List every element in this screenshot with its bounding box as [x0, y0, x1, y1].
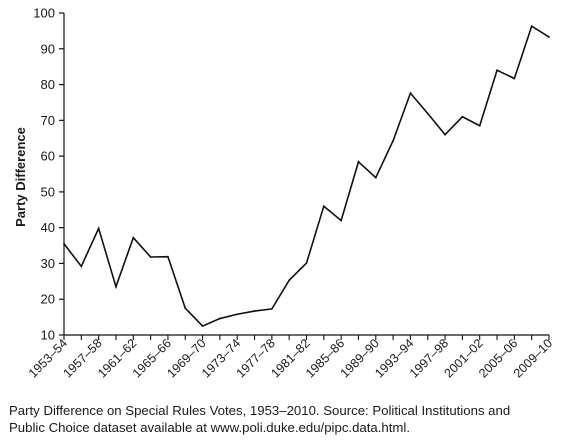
data-point: [357, 160, 360, 163]
data-point: [80, 265, 83, 268]
y-tick-label: 70: [41, 113, 55, 128]
y-tick-label: 50: [41, 184, 55, 199]
data-point: [340, 219, 343, 222]
data-point: [444, 133, 446, 136]
data-point: [115, 285, 117, 288]
y-tick-label: 30: [41, 256, 55, 271]
y-tick-label: 90: [41, 41, 55, 56]
data-point: [530, 25, 533, 28]
y-axis-ticks: 10 20 30 40 50 60 70 80 90 100: [33, 6, 64, 343]
caption-line-2: Public Choice dataset available at www.p…: [9, 420, 410, 435]
data-point: [496, 69, 498, 72]
y-tick-label: 40: [41, 220, 55, 235]
data-point: [288, 279, 291, 282]
y-tick-label: 20: [41, 292, 55, 307]
data-point: [548, 36, 550, 38]
data-point: [305, 262, 308, 264]
data-point: [167, 255, 169, 258]
data-point: [218, 317, 221, 320]
data-point: [392, 139, 395, 142]
data-point: [236, 313, 239, 316]
data-point: [409, 92, 412, 95]
series-line-group: [63, 25, 550, 328]
x-tick-label: 2009–10: [511, 336, 555, 380]
axes: [63, 13, 549, 336]
y-tick-label: 100: [33, 6, 55, 21]
data-point: [63, 242, 65, 245]
y-tick-label: 10: [41, 328, 55, 343]
data-point: [253, 310, 256, 312]
data-point: [478, 124, 481, 127]
data-point: [184, 307, 187, 310]
data-point: [374, 176, 377, 179]
caption-line-1: Party Difference on Special Rules Votes,…: [9, 403, 511, 418]
data-point: [270, 307, 273, 310]
data-point: [97, 227, 100, 230]
y-tick-label: 80: [41, 77, 55, 92]
y-tick-label: 60: [41, 149, 55, 164]
x-axis-ticks: 1953–541957–581961–621965–661969–701973–…: [26, 335, 555, 381]
data-point: [461, 115, 464, 118]
data-point: [149, 256, 152, 258]
data-point: [426, 112, 429, 115]
data-point: [201, 325, 204, 327]
figure-caption: Party Difference on Special Rules Votes,…: [9, 402, 569, 436]
line-chart: 10 20 30 40 50 60 70 80 90 100 1953–541957–581961…: [13, 6, 555, 381]
series-line: [63, 25, 550, 328]
data-point: [322, 205, 325, 208]
data-point: [132, 236, 135, 239]
y-axis-label: Party Difference: [13, 127, 28, 227]
data-point: [513, 77, 516, 80]
